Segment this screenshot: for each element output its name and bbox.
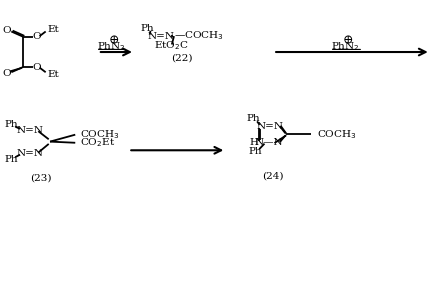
Text: N=N: N=N [256, 122, 283, 131]
Text: Ph: Ph [246, 114, 260, 123]
Text: PhN$_2$: PhN$_2$ [330, 40, 359, 53]
Text: H: H [249, 138, 257, 147]
Text: N=N: N=N [17, 149, 44, 158]
Text: ⊕: ⊕ [108, 35, 119, 47]
Text: PhN$_2$: PhN$_2$ [97, 40, 125, 53]
Text: Ph: Ph [4, 120, 18, 129]
Text: Et: Et [47, 70, 59, 79]
Text: O: O [2, 25, 11, 35]
Text: EtO$_2$C: EtO$_2$C [154, 39, 189, 52]
Text: (22): (22) [171, 53, 192, 62]
Text: COCH$_3$: COCH$_3$ [316, 128, 355, 141]
Text: N=N: N=N [17, 126, 44, 135]
Text: O: O [2, 69, 11, 78]
Text: ⊕: ⊕ [342, 35, 352, 47]
Text: Ph: Ph [4, 155, 18, 164]
Text: O: O [33, 62, 41, 72]
Text: (23): (23) [30, 173, 52, 182]
Text: —COCH$_3$: —COCH$_3$ [174, 29, 223, 42]
Text: O: O [33, 32, 41, 41]
Text: COCH$_3$: COCH$_3$ [80, 128, 120, 141]
Text: Et: Et [47, 25, 59, 34]
Text: N—N: N—N [254, 138, 283, 147]
Text: Ph: Ph [248, 147, 262, 156]
Text: (24): (24) [262, 171, 283, 180]
Text: CO$_2$Et: CO$_2$Et [80, 137, 115, 149]
Text: N=N: N=N [147, 32, 174, 41]
Text: Ph: Ph [140, 24, 154, 33]
